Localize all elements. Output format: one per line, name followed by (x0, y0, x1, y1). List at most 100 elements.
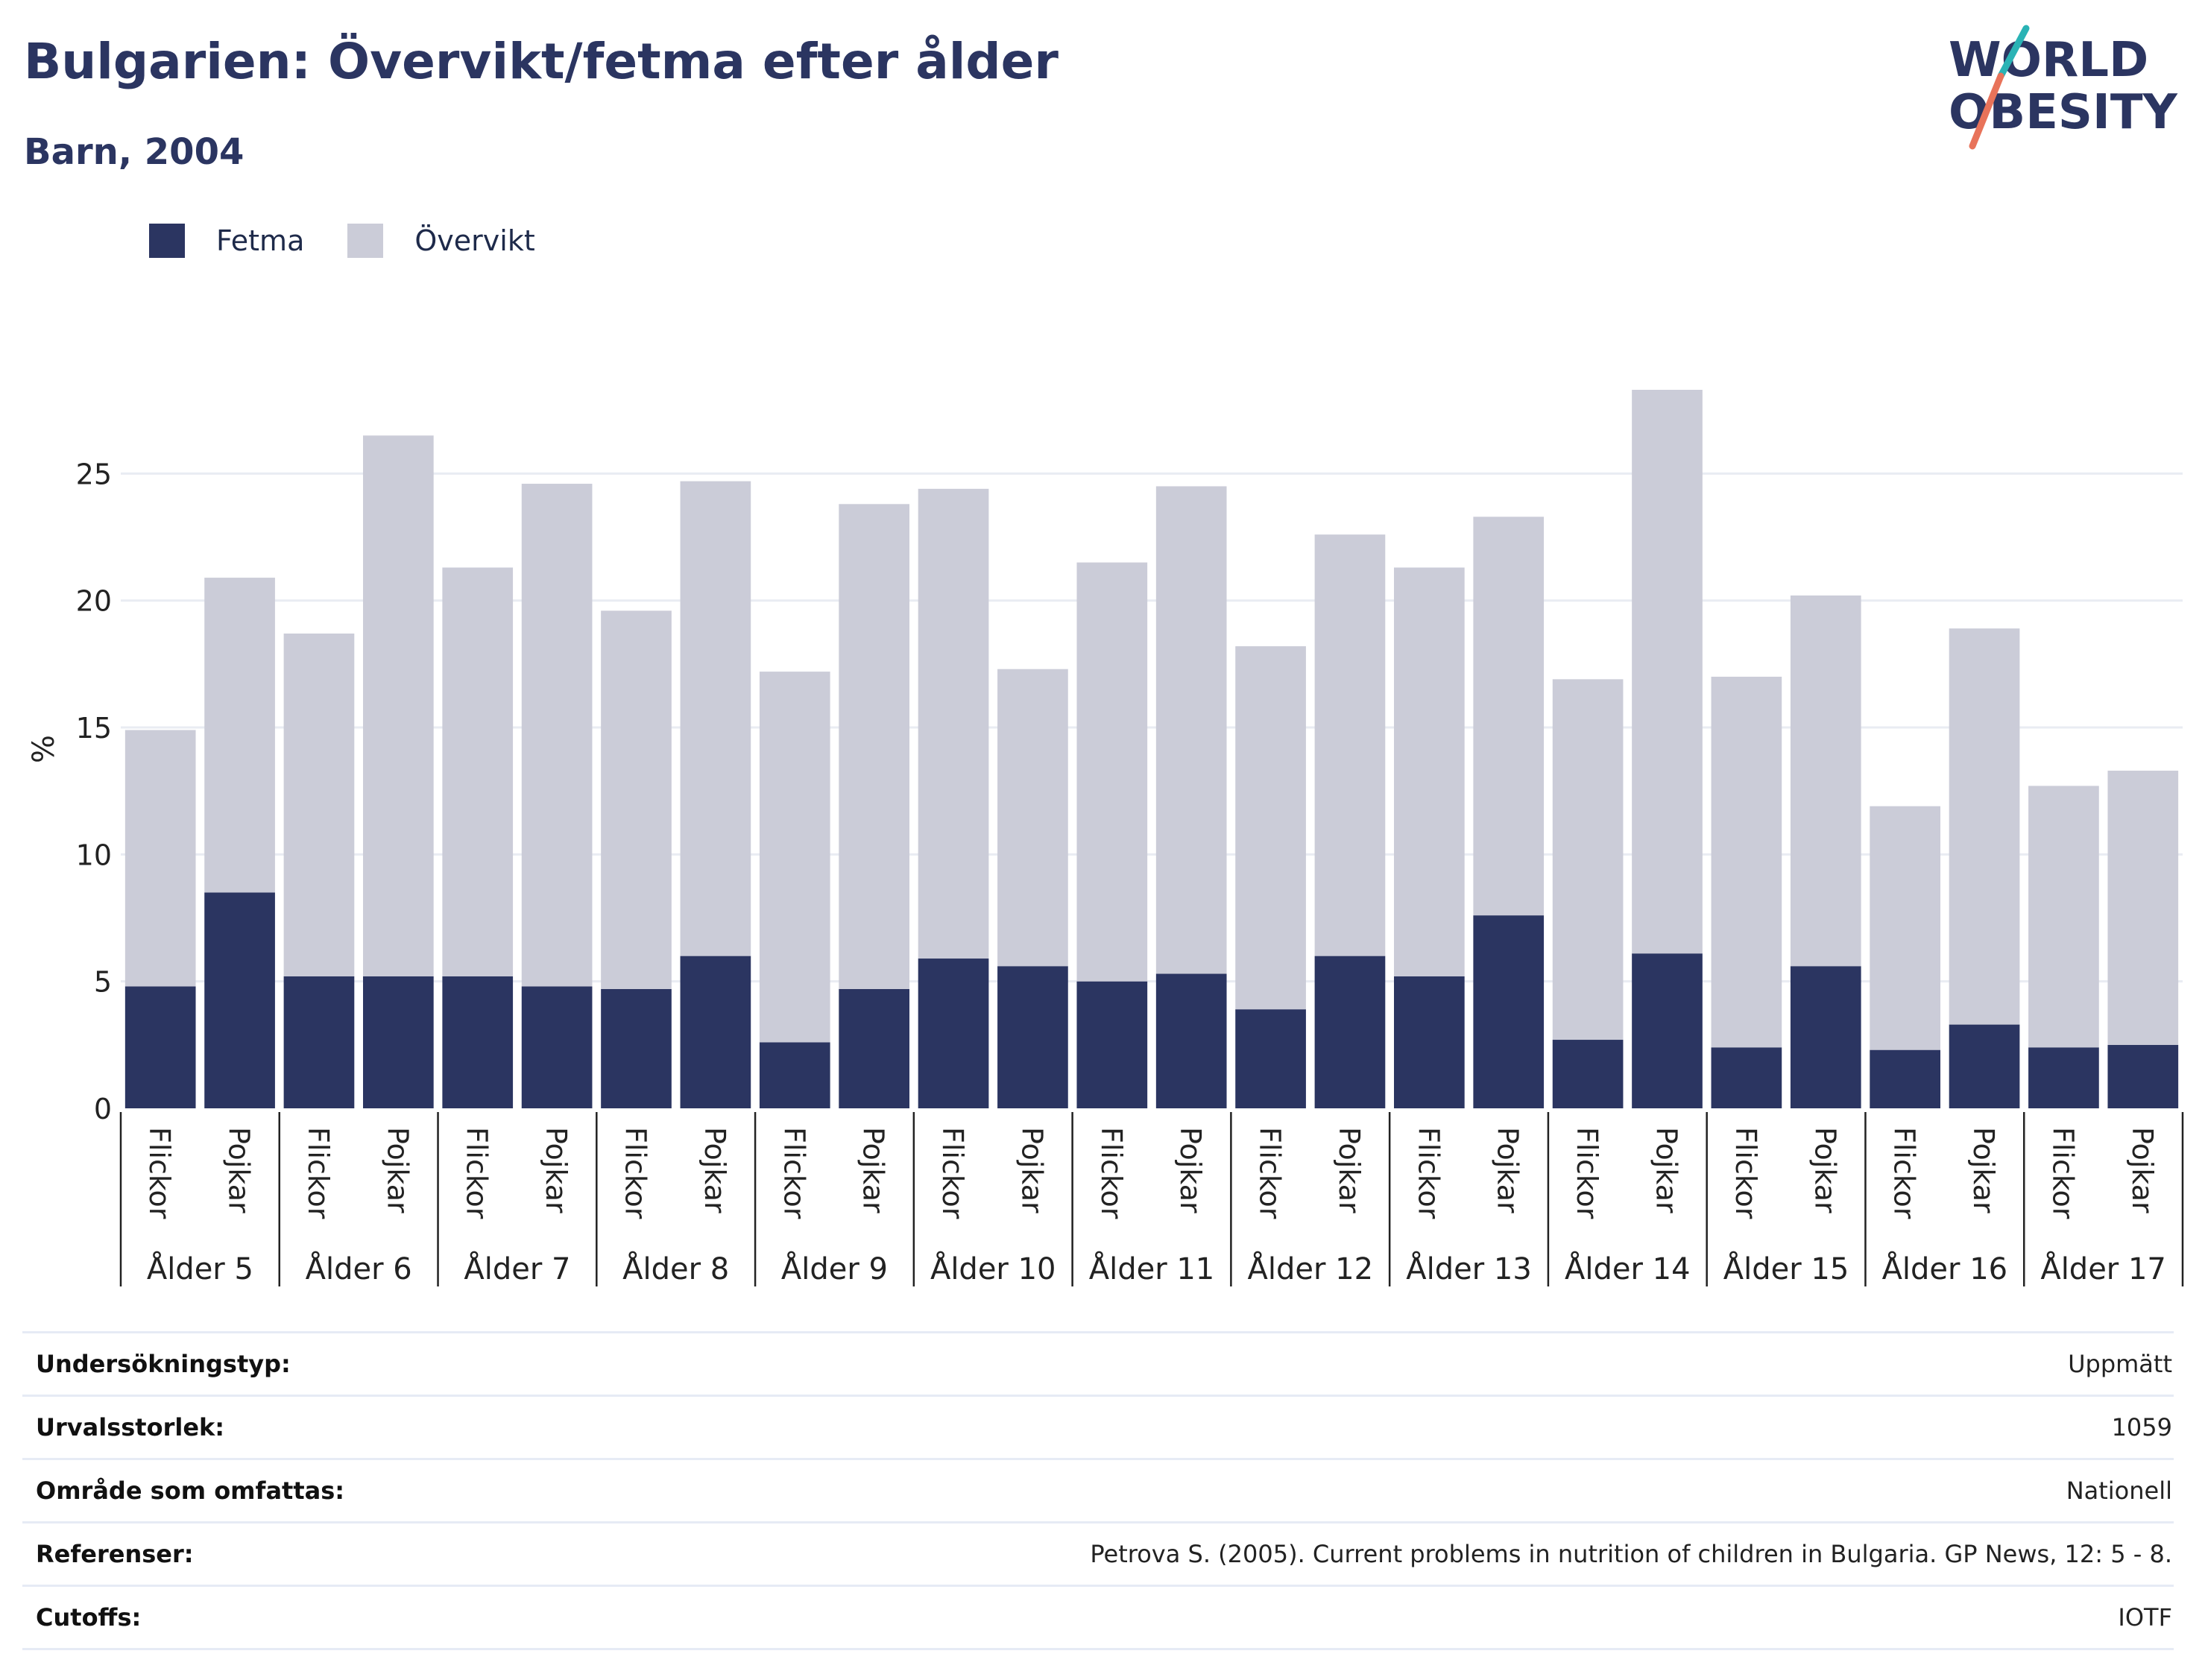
x-subcategory-label: Flickor (461, 1127, 493, 1219)
chart-subtitle: Barn, 2004 (24, 131, 245, 173)
x-group-label: Ålder 14 (1565, 1251, 1691, 1286)
info-row-area: Område som omfattas: Nationell (22, 1458, 2174, 1521)
bar-overvikt (839, 504, 909, 989)
bar-overvikt (1552, 679, 1624, 1040)
x-group-label: Ålder 5 (147, 1251, 253, 1286)
y-tick-label: 15 (76, 712, 112, 745)
x-group-label: Ålder 16 (1882, 1251, 2008, 1286)
bar-overvikt (997, 669, 1068, 967)
legend-item-overvikt[interactable]: Övervikt (347, 224, 535, 258)
bar-fetma (1155, 973, 1227, 1108)
bar-overvikt (1394, 567, 1465, 976)
x-group-label: Ålder 11 (1089, 1251, 1215, 1286)
bar-overvikt (442, 567, 514, 976)
bar-fetma (1076, 981, 1148, 1108)
x-subcategory-label: Flickor (777, 1127, 810, 1219)
bar-overvikt (283, 634, 355, 976)
info-value: Petrova S. (2005). Current problems in n… (1090, 1540, 2172, 1568)
bar-fetma (918, 959, 989, 1108)
x-subcategory-label: Pojkar (1650, 1127, 1683, 1213)
logo-line-1: WORLD (1949, 33, 2148, 88)
bar-overvikt (1632, 390, 1703, 954)
bar-fetma (1394, 976, 1465, 1108)
x-subcategory-label: Pojkar (1808, 1127, 1841, 1213)
x-subcategory-label: Flickor (1888, 1127, 1921, 1219)
x-group-label: Ålder 6 (306, 1251, 412, 1286)
x-subcategory-label: Pojkar (1174, 1127, 1207, 1213)
x-group-label: Ålder 7 (464, 1251, 570, 1286)
logo-slash-bottom-icon (1969, 72, 2004, 150)
info-label: Referenser: (36, 1540, 194, 1568)
bar-overvikt (1235, 646, 1306, 1010)
info-label: Urvalsstorlek: (36, 1413, 225, 1441)
bar-overvikt (1870, 806, 1940, 1050)
x-subcategory-label: Flickor (1571, 1127, 1603, 1219)
bar-layer (124, 390, 2179, 1108)
x-subcategory-label: Pojkar (2126, 1127, 2159, 1213)
bar-fetma (1711, 1047, 1782, 1108)
bar-overvikt (1711, 676, 1782, 1048)
x-subcategory-label: Pojkar (381, 1127, 414, 1213)
x-subcategory-label: Pojkar (1967, 1127, 2000, 1213)
bar-overvikt (1949, 628, 2020, 1025)
bar-fetma (363, 976, 434, 1108)
bar-fetma (521, 986, 593, 1108)
bar-overvikt (918, 488, 989, 959)
legend-item-fetma[interactable]: Fetma (149, 224, 304, 258)
x-subcategory-label: Flickor (1095, 1127, 1128, 1219)
x-group-label: Ålder 9 (781, 1251, 888, 1286)
info-label: Undersökningstyp: (36, 1350, 291, 1378)
bar-overvikt (1314, 534, 1386, 956)
x-subcategory-label: Flickor (2046, 1127, 2079, 1219)
x-subcategory-label: Flickor (302, 1127, 335, 1219)
x-subcategory-label: Flickor (143, 1127, 176, 1219)
info-label: Cutoffs: (36, 1603, 142, 1632)
bar-overvikt (680, 481, 751, 956)
bar-overvikt (363, 435, 434, 976)
info-row-survey-type: Undersökningstyp: Uppmätt (22, 1331, 2174, 1395)
bar-overvikt (601, 610, 672, 989)
x-group-label: Ålder 13 (1406, 1251, 1532, 1286)
x-group-label: Ålder 12 (1247, 1251, 1373, 1286)
logo-slash-top-icon (1997, 25, 2030, 80)
world-obesity-logo: WORLD OBESITY (1949, 25, 2177, 150)
info-value: Uppmätt (2068, 1350, 2172, 1378)
bar-overvikt (124, 730, 196, 987)
bar-overvikt (1076, 562, 1148, 982)
info-value: 1059 (2111, 1413, 2172, 1441)
info-value: IOTF (2118, 1603, 2172, 1632)
legend-swatch-fetma (149, 224, 185, 258)
x-subcategory-label: Flickor (1412, 1127, 1445, 1219)
bar-fetma (204, 892, 275, 1108)
bar-fetma (2107, 1044, 2179, 1108)
y-tick-label: 0 (94, 1093, 112, 1125)
bar-fetma (1632, 953, 1703, 1108)
info-row-references: Referenser: Petrova S. (2005). Current p… (22, 1521, 2174, 1585)
info-value: Nationell (2066, 1477, 2172, 1505)
x-subcategory-label: Pojkar (1015, 1127, 1048, 1213)
legend-label-overvikt: Övervikt (414, 224, 535, 257)
y-tick-label: 25 (76, 458, 112, 490)
bar-fetma (1949, 1024, 2020, 1108)
bar-overvikt (2107, 770, 2179, 1045)
x-subcategory-label: Flickor (936, 1127, 969, 1219)
x-subcategory-label: Pojkar (698, 1127, 731, 1213)
x-subcategory-label: Pojkar (1492, 1127, 1524, 1213)
bar-fetma (1314, 956, 1386, 1108)
bar-fetma (1235, 1009, 1306, 1108)
x-subcategory-label: Flickor (1729, 1127, 1762, 1219)
y-axis-label: % (27, 735, 61, 763)
x-subcategory-label: Pojkar (223, 1127, 256, 1213)
bar-fetma (124, 986, 196, 1108)
bar-fetma (2028, 1047, 2099, 1108)
bar-fetma (1790, 966, 1861, 1108)
bar-fetma (601, 988, 672, 1108)
info-table: Undersökningstyp: Uppmätt Urvalsstorlek:… (22, 1331, 2174, 1650)
bar-overvikt (1155, 486, 1227, 974)
bar-overvikt (1473, 517, 1545, 916)
bar-fetma (997, 966, 1068, 1108)
bar-overvikt (759, 672, 830, 1043)
x-group-label: Ålder 10 (930, 1251, 1056, 1286)
bar-fetma (1473, 915, 1545, 1108)
x-subcategory-label: Flickor (1254, 1127, 1287, 1219)
